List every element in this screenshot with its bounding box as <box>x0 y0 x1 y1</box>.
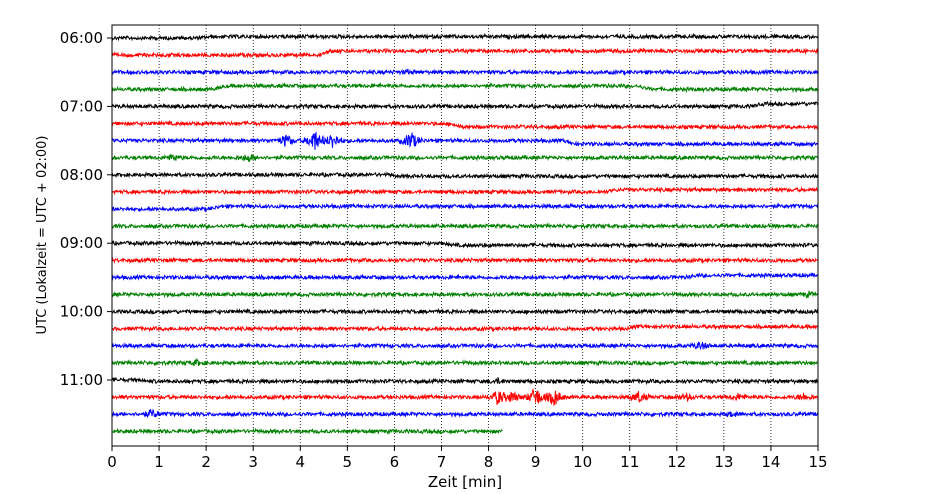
y-axis: 06:00 07:00 08:00 09:00 10:00 11:00 <box>60 29 112 389</box>
seismogram-traces <box>111 32 819 436</box>
plot-frame <box>111 24 819 447</box>
seismogram-trace <box>111 119 819 131</box>
x-tick-label: 7 <box>437 453 447 471</box>
seismogram-trace <box>111 427 503 436</box>
x-tick-label: 12 <box>667 453 686 471</box>
seismogram-trace <box>111 81 819 94</box>
x-tick-label: 10 <box>573 453 592 471</box>
seismogram-trace <box>111 271 819 281</box>
seismogram-trace <box>111 68 819 77</box>
seismogram-trace <box>111 47 819 59</box>
x-tick-label: 13 <box>714 453 733 471</box>
seismogram-trace <box>111 222 818 230</box>
x-axis: 0 1 2 3 4 5 6 7 8 9 10 11 12 13 14 15 <box>107 446 828 471</box>
y-tick-label: 07:00 <box>60 97 103 115</box>
seismogram-trace <box>111 171 819 180</box>
x-tick-label: 4 <box>295 453 305 471</box>
seismogram-trace <box>112 307 819 316</box>
y-tick-label: 11:00 <box>60 371 103 389</box>
plot-background <box>112 25 818 446</box>
seismogram-trace <box>111 153 819 162</box>
seismogram-trace <box>111 341 819 351</box>
seismogram-trace <box>111 387 819 407</box>
grid-lines <box>158 25 772 446</box>
x-tick-label: 1 <box>154 453 164 471</box>
seismogram-trace <box>111 32 819 42</box>
x-tick-label: 0 <box>107 453 117 471</box>
seismogram-trace <box>111 185 819 196</box>
seismogram-trace <box>111 376 819 386</box>
y-tick-label: 06:00 <box>60 29 103 47</box>
seismogram-trace <box>111 357 819 367</box>
seismogram-trace <box>111 239 819 250</box>
x-axis-title: Zeit [min] <box>428 473 502 491</box>
seismogram-trace <box>111 256 819 265</box>
seismogram-trace <box>111 322 819 333</box>
seismogram-trace <box>111 100 819 111</box>
seismogram-trace <box>111 202 819 213</box>
seismogram-trace <box>111 131 819 150</box>
x-tick-label: 6 <box>390 453 400 471</box>
x-tick-label: 11 <box>620 453 639 471</box>
y-axis-title: UTC (Lokalzeit = UTC + 02:00) <box>35 136 50 335</box>
y-tick-label: 08:00 <box>60 166 103 184</box>
x-tick-label: 14 <box>761 453 780 471</box>
seismogram-trace <box>111 289 819 299</box>
x-tick-label: 3 <box>248 453 258 471</box>
x-tick-label: 2 <box>201 453 211 471</box>
x-tick-label: 8 <box>484 453 494 471</box>
x-tick-label: 15 <box>808 453 827 471</box>
x-tick-label: 5 <box>343 453 353 471</box>
y-tick-label: 10:00 <box>60 303 103 321</box>
x-tick-label: 9 <box>531 453 541 471</box>
y-tick-label: 09:00 <box>60 234 103 252</box>
seismogram-trace <box>111 408 819 419</box>
